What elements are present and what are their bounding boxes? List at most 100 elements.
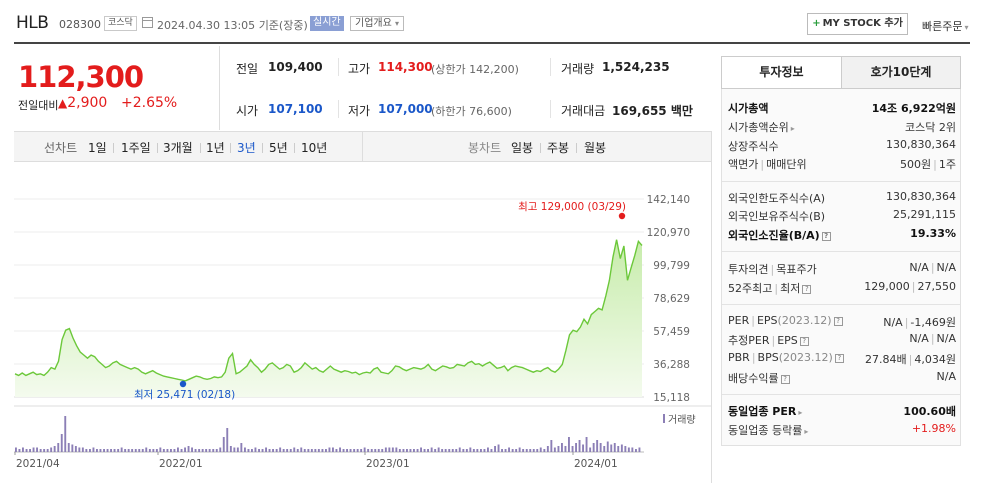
volume-bar: [335, 449, 338, 452]
volume-bar: [504, 449, 507, 452]
prev-close-value: 109,400: [268, 60, 323, 74]
volume-bar: [74, 446, 77, 452]
volume-bar: [617, 446, 620, 452]
volume-bar: [272, 449, 274, 452]
help-icon[interactable]: ?: [780, 375, 790, 384]
volume-bar: [64, 416, 67, 452]
volume-bar: [286, 449, 289, 452]
volume-bar: [138, 449, 141, 452]
period-10y[interactable]: 10년: [301, 141, 328, 155]
volume-bar: [596, 440, 599, 452]
volume-bar: [134, 449, 137, 452]
volume-bar: [381, 449, 384, 452]
high-value: 114,300: [378, 60, 433, 74]
est-per-eps-row: 추정PER | EPS? N/A | N/A: [728, 332, 956, 347]
volume-bar: [198, 449, 201, 452]
volume-bar: [208, 449, 211, 452]
volume-bar: [261, 449, 264, 452]
volume-bar: [532, 449, 535, 452]
quick-order-button[interactable]: 빠른주문 ▾: [922, 20, 969, 33]
volume-bar: [67, 443, 70, 452]
change-label: 전일대비: [18, 99, 59, 112]
volume-bar: [332, 447, 334, 452]
volume-bar: [349, 449, 352, 452]
volume-bar: [36, 447, 38, 452]
volume-bar: [131, 449, 134, 452]
period-3y[interactable]: 3년: [237, 141, 256, 155]
volume-bar: [191, 447, 193, 452]
plus-icon: +: [812, 18, 821, 29]
max-label: 최고 129,000 (03/29): [518, 201, 626, 213]
volume-bar: [402, 449, 405, 452]
volume-bar: [145, 447, 148, 452]
lower-limit: (하한가 76,600): [431, 105, 512, 118]
period-1d[interactable]: 1일: [88, 141, 107, 155]
volume-bar: [60, 434, 63, 452]
volume-bar: [22, 447, 24, 452]
period-1w[interactable]: 1주일: [121, 141, 151, 155]
divider: [200, 143, 201, 153]
period-1y[interactable]: 1년: [206, 141, 225, 155]
divider: [576, 143, 577, 153]
realtime-button[interactable]: 실시간: [310, 16, 344, 31]
volume-bar: [43, 449, 46, 452]
volume-bar: [592, 443, 595, 452]
volume-bar: [536, 449, 539, 452]
low-value: 107,000: [378, 102, 433, 116]
volume-bar: [374, 449, 377, 452]
help-icon[interactable]: ?: [821, 232, 831, 241]
help-icon[interactable]: ?: [833, 317, 843, 326]
volume-bar: [152, 449, 155, 452]
volume-bar: [462, 449, 465, 452]
volume-bar: [81, 447, 84, 452]
volume-bar: [448, 449, 451, 452]
per-eps-row: PER | EPS(2023.12)? N/A | -1,469원: [728, 314, 956, 329]
volume-bar: [46, 449, 49, 452]
tab-invest-info[interactable]: 투자정보: [722, 57, 841, 88]
add-my-stock-button[interactable]: + MY STOCK 추가: [807, 13, 908, 35]
volume-bar: [89, 449, 91, 452]
volume-bar: [268, 449, 271, 452]
volume-bar: [356, 449, 359, 452]
candle-monthly[interactable]: 월봉: [584, 141, 607, 155]
y-tick-label: 99,799: [653, 260, 690, 272]
volume-bar: [518, 447, 521, 452]
foreign-hold-row: 외국인보유주식수(B) 25,291,115: [728, 208, 956, 223]
help-icon[interactable]: ?: [799, 337, 809, 346]
volume-bar: [296, 449, 299, 452]
volume-bar: [553, 447, 556, 452]
foreign-ratio-row: 외국인소진율(B/A)? 19.33%: [728, 227, 956, 242]
volume-bar: [367, 449, 370, 452]
candle-daily[interactable]: 일봉: [511, 141, 534, 155]
dividend-row: 배당수익률? N/A: [728, 370, 956, 385]
volume-bar: [187, 446, 190, 452]
tab-order-book[interactable]: 호가10단계: [841, 57, 960, 88]
divider: [722, 394, 960, 395]
volume-bar: [377, 449, 380, 452]
company-overview-dropdown[interactable]: 기업개요 ▾: [350, 16, 405, 31]
volume-bar: [578, 440, 581, 452]
volume-bar: [279, 447, 282, 452]
help-icon[interactable]: ?: [834, 354, 844, 363]
volume-bar: [110, 449, 112, 452]
period-5y[interactable]: 5년: [269, 141, 288, 155]
period-3m[interactable]: 3개월: [163, 141, 193, 155]
candle-weekly[interactable]: 주봉: [547, 141, 570, 155]
volume-bar: [391, 447, 394, 452]
help-icon[interactable]: ?: [802, 285, 812, 294]
volume-bar: [406, 449, 408, 452]
prev-close-label: 전일: [236, 62, 259, 76]
volume-bar: [543, 449, 546, 452]
volume-bar: [589, 447, 592, 452]
volume-bar: [434, 449, 437, 452]
volume-bar: [39, 449, 42, 452]
volume-bar: [307, 449, 310, 452]
volume-bar: [441, 449, 444, 452]
volume-bar: [409, 449, 412, 452]
volume-bar: [282, 449, 285, 452]
volume-bar: [18, 449, 21, 452]
volume-bar: [508, 447, 510, 452]
volume-bar: [603, 446, 606, 452]
divider: [230, 143, 231, 153]
volume-bar: [314, 449, 317, 452]
